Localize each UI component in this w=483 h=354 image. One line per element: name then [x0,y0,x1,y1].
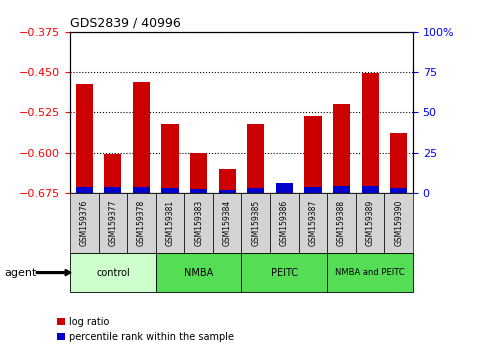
Text: GSM159383: GSM159383 [194,200,203,246]
Bar [270,193,298,253]
Bar [99,193,127,253]
Text: GSM159388: GSM159388 [337,200,346,246]
Bar [333,187,350,193]
Bar [390,188,407,193]
Bar [304,116,322,193]
Text: GDS2839 / 40996: GDS2839 / 40996 [70,16,181,29]
Bar [219,190,236,193]
Text: GSM159390: GSM159390 [394,200,403,246]
Bar [190,153,207,193]
Bar [190,189,207,193]
Bar [384,193,413,253]
Bar [156,253,242,292]
Bar [127,193,156,253]
Bar [247,188,264,193]
Text: PEITC: PEITC [271,268,298,278]
Bar [390,133,407,193]
Bar [219,169,236,193]
Text: NMBA and PEITC: NMBA and PEITC [335,268,405,277]
Bar [104,154,122,193]
Bar [361,187,379,193]
Text: GSM159381: GSM159381 [166,200,174,246]
Text: NMBA: NMBA [184,268,213,278]
Text: GSM159387: GSM159387 [309,200,317,246]
Text: GSM159376: GSM159376 [80,200,89,246]
Bar [161,188,179,193]
Bar [76,85,93,193]
Bar [356,193,384,253]
Text: agent: agent [5,268,37,278]
Text: GSM159377: GSM159377 [108,200,117,246]
Bar [327,193,356,253]
Bar [247,124,264,193]
Bar [242,193,270,253]
Bar [133,187,150,193]
Bar [156,193,185,253]
Bar [304,187,322,193]
Bar [276,183,293,193]
Bar [133,82,150,193]
Bar [161,124,179,193]
Text: GSM159378: GSM159378 [137,200,146,246]
Bar [213,193,242,253]
Bar [361,73,379,193]
Bar [242,253,327,292]
Text: GSM159385: GSM159385 [251,200,260,246]
Bar [70,193,99,253]
Text: GSM159389: GSM159389 [366,200,375,246]
Legend: log ratio, percentile rank within the sample: log ratio, percentile rank within the sa… [53,313,238,346]
Bar [70,253,156,292]
Text: GSM159384: GSM159384 [223,200,232,246]
Bar [104,187,122,193]
Bar [185,193,213,253]
Text: GSM159386: GSM159386 [280,200,289,246]
Bar [333,104,350,193]
Bar [298,193,327,253]
Text: control: control [96,268,130,278]
Bar [76,187,93,193]
Bar [327,253,413,292]
